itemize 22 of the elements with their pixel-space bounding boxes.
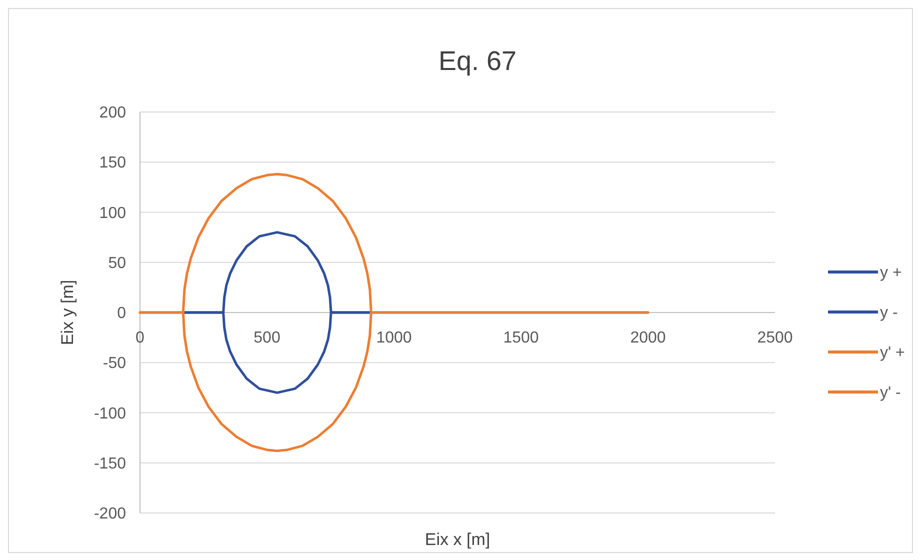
y-tick-label: -200	[94, 506, 126, 523]
y-tick-label: 150	[99, 154, 126, 172]
y-tick-label: -100	[94, 405, 126, 422]
y-tick-label: -150	[94, 455, 126, 472]
y-tick-label: 0	[117, 305, 126, 322]
x-tick-label: 0	[136, 330, 145, 346]
y-tick-label: 100	[99, 204, 126, 222]
y-tick-label: -50	[102, 355, 126, 372]
x-axis-title: Eix x [m]	[424, 530, 490, 549]
legend-label: y' -	[880, 384, 901, 402]
legend-label: y +	[880, 264, 902, 282]
x-tick-label: 1500	[503, 330, 539, 346]
x-tick-label: 1000	[376, 330, 412, 346]
y-axis-title: Eix y [m]	[58, 280, 77, 346]
x-tick-label: 2000	[630, 330, 666, 346]
y-tick-label: 50	[108, 254, 126, 272]
chart-title: Eq. 67	[438, 46, 517, 76]
legend-label: y' +	[880, 344, 905, 362]
x-tick-label: 500	[254, 330, 280, 346]
legend-label: y -	[880, 304, 898, 322]
x-tick-label: 2500	[757, 330, 793, 346]
y-tick-label: 200	[99, 104, 126, 122]
